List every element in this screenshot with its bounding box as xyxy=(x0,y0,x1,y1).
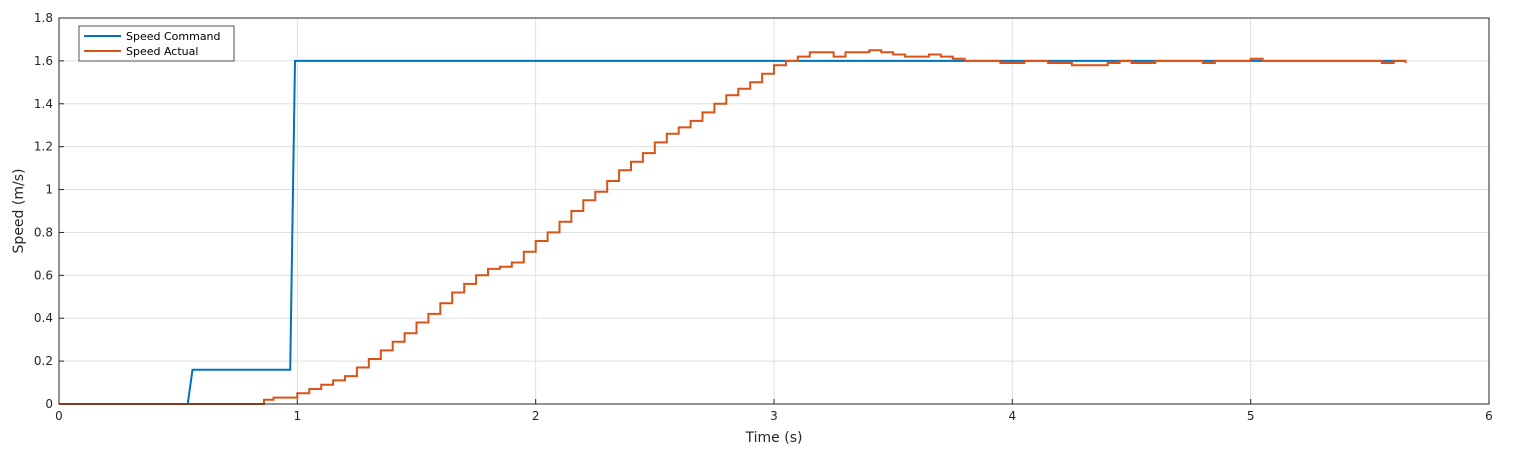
series-line-speed-actual xyxy=(59,49,1407,405)
y-tick-label: 0 xyxy=(45,397,53,411)
y-axis-label: Speed (m/s) xyxy=(11,169,27,254)
x-axis-label: Time (s) xyxy=(745,430,803,446)
legend-label-speed-command: Speed Command xyxy=(126,30,221,43)
y-tick-label: 1.8 xyxy=(34,11,53,25)
x-tick-label: 1 xyxy=(294,409,302,423)
y-tick-label: 0.4 xyxy=(34,311,53,325)
x-axis-ticks: 0 1 2 3 4 5 6 xyxy=(55,399,1493,423)
legend-box xyxy=(78,25,235,62)
x-tick-label: 4 xyxy=(1009,409,1017,423)
legend-label-speed-actual: Speed Actual xyxy=(126,45,198,58)
y-tick-label: 0.2 xyxy=(34,354,53,368)
y-tick-label: 1.4 xyxy=(34,97,53,111)
y-axis-ticks: 0 0.2 0.4 0.6 0.8 1 1.2 1.4 1.6 1.8 xyxy=(34,11,64,411)
x-tick-label: 5 xyxy=(1247,409,1255,423)
y-tick-label: 1.2 xyxy=(34,140,53,154)
y-tick-label: 0.6 xyxy=(34,268,53,282)
y-tick-label: 1.6 xyxy=(34,54,53,68)
y-tick-label: 1 xyxy=(45,183,53,197)
legend: Speed Command Speed Actual xyxy=(78,25,235,62)
x-tick-label: 3 xyxy=(770,409,778,423)
x-tick-label: 2 xyxy=(532,409,540,423)
x-tick-label: 0 xyxy=(55,409,63,423)
y-tick-label: 0.8 xyxy=(34,225,53,239)
x-tick-label: 6 xyxy=(1485,409,1493,423)
